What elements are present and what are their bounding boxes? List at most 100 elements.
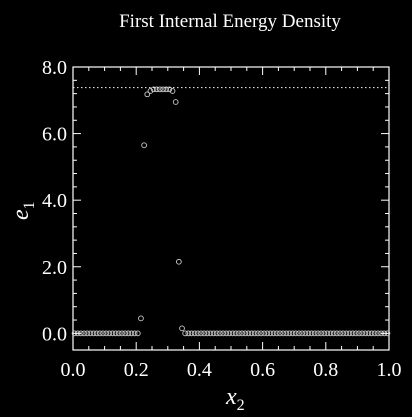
data-point (239, 330, 245, 337)
data-point (229, 330, 236, 337)
data-point (371, 330, 378, 337)
data-point (163, 86, 170, 93)
data-point (226, 330, 233, 337)
data-point (153, 86, 160, 93)
data-point (308, 330, 315, 337)
x-axis-label: x2 (225, 384, 245, 414)
data-point (258, 330, 264, 337)
x-tick-label: 0.8 (313, 359, 338, 381)
y-axis-label-main: e (8, 209, 34, 220)
data-point (343, 330, 350, 337)
data-point (324, 330, 331, 337)
data-point (362, 330, 369, 337)
data-point (141, 142, 147, 149)
data-point (125, 330, 132, 337)
data-point (103, 330, 110, 337)
data-point (169, 88, 176, 94)
data-point (210, 330, 217, 337)
data-point (242, 330, 249, 337)
y-tick-label: 8.0 (42, 57, 67, 79)
y-axis-label: e1 (8, 201, 38, 220)
plot-frame (72, 66, 390, 351)
data-point (365, 330, 372, 337)
data-points (71, 86, 391, 337)
data-point (150, 86, 157, 93)
data-point (270, 330, 277, 337)
data-point (160, 86, 166, 93)
data-point (255, 330, 261, 337)
data-point (337, 330, 343, 337)
data-point (315, 330, 321, 337)
x-tick-label: 0.6 (250, 359, 275, 381)
data-point (289, 330, 296, 337)
data-point (267, 330, 274, 337)
y-tick-label: 4.0 (42, 190, 67, 212)
data-point (166, 86, 173, 93)
data-point (356, 330, 362, 337)
data-point (232, 330, 239, 337)
data-point (280, 330, 286, 337)
data-point (182, 330, 189, 337)
data-point (201, 330, 207, 337)
data-point (185, 330, 192, 337)
plot-area (72, 66, 390, 351)
data-point (352, 330, 359, 337)
data-point (302, 330, 309, 337)
data-point (273, 330, 280, 337)
data-point (87, 330, 94, 337)
data-point (109, 330, 116, 337)
data-point (330, 330, 337, 337)
data-point (213, 330, 220, 337)
data-point (93, 330, 100, 337)
data-point (100, 330, 106, 337)
data-point (119, 330, 125, 337)
data-point (327, 330, 334, 337)
data-point (248, 330, 255, 337)
data-point (112, 330, 119, 337)
data-point (97, 330, 103, 337)
y-axis-label-sub: 1 (21, 201, 38, 209)
data-point (283, 330, 290, 337)
data-point (251, 330, 258, 337)
data-point (198, 330, 204, 337)
data-point (138, 315, 144, 322)
data-point (261, 330, 268, 337)
data-point (286, 330, 293, 337)
data-point (90, 330, 97, 337)
data-point (194, 330, 201, 337)
data-point (81, 330, 87, 337)
data-point (217, 330, 223, 337)
data-point (349, 330, 356, 337)
data-point (368, 330, 375, 337)
data-point (204, 330, 211, 337)
y-tick-label: 0.0 (42, 323, 67, 345)
x-tick-label: 1.0 (377, 359, 402, 381)
data-point (236, 330, 242, 337)
data-point (131, 330, 138, 337)
data-point (296, 330, 302, 337)
data-point (147, 88, 154, 94)
data-point (188, 330, 195, 337)
chart-title: First Internal Energy Density (119, 11, 341, 32)
data-point (134, 330, 141, 337)
data-point (176, 258, 182, 265)
data-point (299, 330, 305, 337)
data-point (277, 330, 283, 337)
data-point (220, 330, 226, 337)
data-point (157, 86, 163, 93)
data-point (207, 330, 214, 337)
data-point (318, 330, 324, 337)
data-point (334, 330, 340, 337)
x-axis-label-sub: 2 (237, 397, 245, 414)
data-point (346, 330, 353, 337)
data-point (106, 330, 113, 337)
data-point (321, 330, 328, 337)
data-point (311, 330, 318, 337)
data-point (179, 325, 185, 332)
data-point (191, 330, 198, 337)
data-point (340, 330, 347, 337)
data-point (115, 330, 122, 337)
data-point (84, 330, 91, 337)
axis-ticks: 0.0 0.2 0.4 0.6 0.8 1.0 0.0 2.0 4.0 6.0 8.0 (42, 57, 402, 381)
